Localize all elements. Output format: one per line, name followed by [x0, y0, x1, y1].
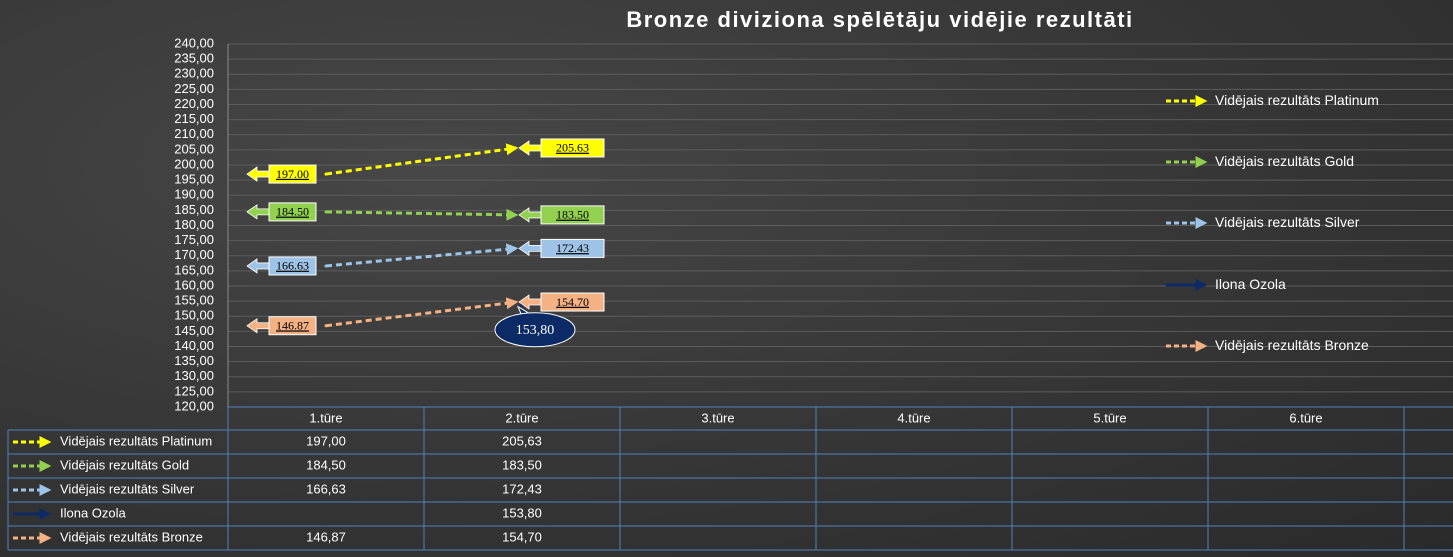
y-tick-label: 200,00 — [174, 156, 214, 171]
data-label: 205.63 — [556, 141, 589, 155]
table-cell: 205,63 — [502, 433, 542, 448]
legend-entry: Vidējais rezultāts Platinum — [1165, 90, 1385, 111]
chart-title: Bronze diviziona spēlētāju vidējie rezul… — [626, 7, 1133, 32]
y-tick-label: 165,00 — [174, 262, 214, 277]
data-label: 183.50 — [556, 208, 589, 222]
y-tick-label: 225,00 — [174, 81, 214, 96]
label-box — [540, 138, 605, 158]
legend-entry: Vidējais rezultāts Gold — [1165, 151, 1385, 172]
y-tick-label: 175,00 — [174, 232, 214, 247]
legend-icon — [1166, 156, 1208, 168]
legend-label: Vidējais rezultāts Gold — [1215, 153, 1355, 169]
legend-entry: Ilona Ozola — [1165, 274, 1385, 295]
x-tick-label: 2.tūre — [505, 410, 538, 425]
legend-label: Ilona Ozola — [1215, 276, 1286, 292]
label-box — [268, 316, 317, 336]
y-tick-label: 135,00 — [174, 353, 214, 368]
label-box — [540, 205, 605, 225]
data-label: 146.87 — [276, 318, 309, 332]
y-tick-label: 205,00 — [174, 141, 214, 156]
data-point — [324, 210, 328, 214]
data-point — [324, 172, 328, 176]
table-cell: 146,87 — [306, 529, 346, 544]
y-tick-label: 240,00 — [174, 35, 214, 50]
table-cell: 184,50 — [306, 457, 346, 472]
label-arrow — [518, 140, 542, 156]
series-line — [325, 143, 519, 176]
callout — [494, 312, 576, 348]
y-tick-label: 155,00 — [174, 293, 214, 308]
y-tick-label: 220,00 — [174, 96, 214, 111]
label-box — [268, 164, 317, 184]
legend-icon — [1166, 95, 1208, 107]
table-cell: 153,80 — [502, 505, 542, 520]
table-row-label: Vidējais rezultāts Silver — [60, 481, 195, 496]
table-row-label: Vidējais rezultāts Bronze — [60, 529, 203, 544]
table-row-label: Vidējais rezultāts Platinum — [60, 433, 212, 448]
legend-label: Vidējais rezultāts Silver — [1215, 214, 1360, 230]
data-label: 197.00 — [276, 167, 309, 181]
table-cell: 166,63 — [306, 481, 346, 496]
y-tick-label: 195,00 — [174, 172, 214, 187]
series-line — [325, 243, 519, 268]
y-tick-label: 180,00 — [174, 217, 214, 232]
legend-icon — [1166, 340, 1208, 352]
y-tick-label: 185,00 — [174, 202, 214, 217]
data-label: 184.50 — [276, 205, 309, 219]
y-tick-label: 140,00 — [174, 338, 214, 353]
label-box — [268, 202, 317, 222]
label-box — [268, 256, 317, 276]
table-cell: 183,50 — [502, 457, 542, 472]
table-row-label: Vidējais rezultāts Gold — [60, 457, 189, 472]
label-arrow — [518, 294, 542, 310]
label-arrow — [246, 204, 270, 220]
y-tick-label: 130,00 — [174, 368, 214, 383]
label-box — [540, 292, 605, 312]
series-line — [325, 297, 519, 328]
y-tick-label: 235,00 — [174, 51, 214, 66]
x-tick-label: 1.tūre — [309, 410, 342, 425]
table-row-label: Ilona Ozola — [60, 505, 127, 520]
label-arrow — [246, 317, 270, 334]
table-cell: 172,43 — [502, 481, 542, 496]
label-arrow — [518, 240, 542, 257]
data-label: 153,80 — [516, 323, 555, 338]
legend-icon — [1166, 217, 1208, 229]
x-tick-label: 4.tūre — [897, 410, 930, 425]
table-cell: 154,70 — [502, 529, 542, 544]
table-cell: 197,00 — [306, 433, 346, 448]
y-tick-label: 190,00 — [174, 187, 214, 202]
data-point — [324, 264, 328, 268]
y-tick-label: 145,00 — [174, 323, 214, 338]
data-label: 154.70 — [556, 295, 589, 309]
y-tick-label: 150,00 — [174, 308, 214, 323]
y-tick-label: 120,00 — [174, 398, 214, 413]
data-label: 166.63 — [276, 259, 309, 273]
x-tick-label: 6.tūre — [1289, 410, 1322, 425]
y-tick-label: 210,00 — [174, 126, 214, 141]
legend-entry: Vidējais rezultāts Bronze — [1165, 335, 1385, 356]
legend-entry: Vidējais rezultāts Silver — [1165, 212, 1385, 233]
y-tick-label: 125,00 — [174, 383, 214, 398]
x-tick-label: 3.tūre — [701, 410, 734, 425]
label-arrow — [246, 166, 270, 182]
label-box — [540, 238, 605, 258]
legend-icon — [1166, 279, 1208, 291]
data-point — [324, 324, 328, 328]
legend-label: Vidējais rezultāts Bronze — [1215, 337, 1369, 353]
y-tick-label: 160,00 — [174, 277, 214, 292]
y-tick-label: 170,00 — [174, 247, 214, 262]
data-label: 172.43 — [556, 241, 589, 255]
legend-label: Vidējais rezultāts Platinum — [1215, 92, 1379, 108]
x-tick-label: 5.tūre — [1093, 410, 1126, 425]
y-tick-label: 215,00 — [174, 111, 214, 126]
series-line — [325, 208, 519, 221]
y-tick-label: 230,00 — [174, 66, 214, 81]
